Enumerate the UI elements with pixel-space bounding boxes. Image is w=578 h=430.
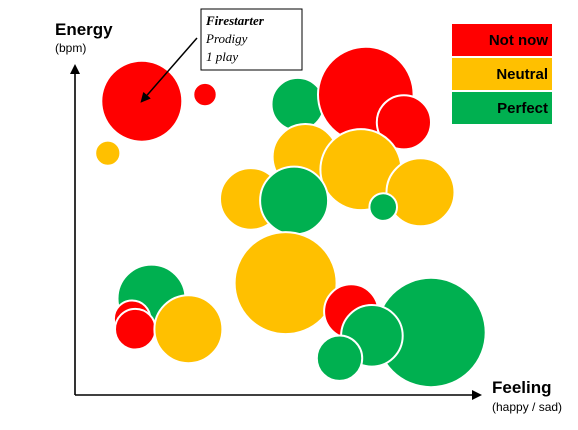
legend-label-perfect: Perfect (497, 100, 548, 117)
annotation-line-1: Prodigy (205, 31, 248, 46)
bubble-perfect-20 (317, 336, 362, 381)
x-axis-subtitle: (happy / sad) (492, 400, 562, 414)
annotation-line-0: Firestarter (205, 13, 265, 28)
bubble-not-now-1 (193, 83, 216, 106)
bubble-perfect-10 (260, 167, 328, 235)
y-axis-subtitle: (bpm) (55, 41, 86, 55)
bubble-not-now-15 (115, 309, 156, 350)
bubble-neutral-12 (235, 232, 337, 334)
y-axis-title: Energy (55, 20, 113, 39)
legend-label-not-now: Not now (489, 32, 548, 49)
legend-label-neutral: Neutral (496, 66, 548, 83)
annotation-line-2: 1 play (206, 49, 238, 64)
legend: Not now Neutral Perfect (452, 24, 552, 124)
bubbles-layer (95, 47, 485, 387)
bubble-perfect-11 (369, 193, 397, 221)
bubble-neutral-16 (154, 295, 222, 363)
bubble-neutral-2 (95, 141, 120, 166)
bubble-neutral-8 (387, 158, 455, 226)
x-axis-title: Feeling (492, 378, 552, 397)
bubble-perfect-3 (272, 78, 325, 131)
